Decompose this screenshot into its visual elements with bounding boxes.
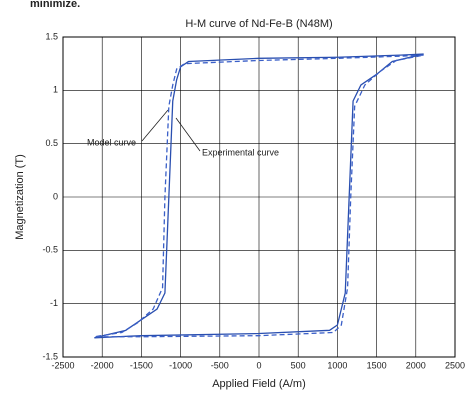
line-series: [94, 54, 424, 338]
x-tick-label: 1000: [327, 360, 347, 370]
plot-frame: [62, 36, 456, 358]
chart-title: H-M curve of Nd-Fe-B (N48M): [185, 18, 332, 30]
line-series: [94, 53, 424, 339]
x-tick-label: -2000: [91, 360, 114, 370]
y-tick-label: 1.5: [45, 31, 58, 41]
y-axis-label: Magnetization (T): [14, 154, 26, 240]
y-tick-label: -1.5: [42, 351, 58, 361]
x-tick-label: -500: [211, 360, 229, 370]
leader-line: [175, 117, 201, 152]
x-axis-label: Applied Field (A/m): [212, 378, 306, 390]
annotation: Experimental curve: [202, 147, 279, 157]
y-tick-label: 0: [53, 191, 58, 201]
x-tick-label: -1500: [130, 360, 153, 370]
y-tick-label: -1: [50, 298, 58, 308]
x-tick-label: 2000: [406, 360, 426, 370]
x-tick-label: 500: [291, 360, 306, 370]
y-tick-label: -0.5: [42, 245, 58, 255]
leader-line: [141, 109, 169, 142]
header-text: minimize.: [30, 0, 80, 10]
x-tick-label: 1500: [367, 360, 387, 370]
y-tick-label: 0.5: [45, 138, 58, 148]
x-tick-label: 2500: [445, 360, 465, 370]
x-tick-label: -1000: [169, 360, 192, 370]
x-tick-label: -2500: [51, 360, 74, 370]
x-tick-label: 0: [256, 360, 261, 370]
y-tick-label: 1: [53, 85, 58, 95]
annotation: Model curve: [87, 137, 136, 147]
